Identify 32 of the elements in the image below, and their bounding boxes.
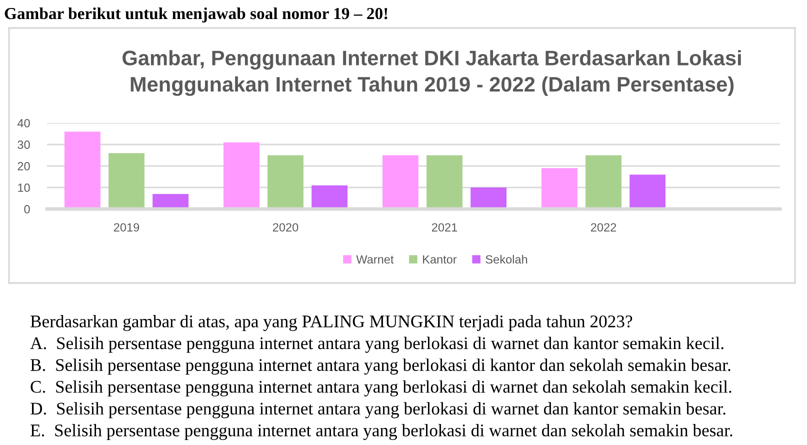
text: D. Selisih persentase pengguna internet antara yang berlokasi di warnet dan kantor semakin besar. [30, 402, 726, 418]
y-tick-label: 20 [18, 162, 30, 170]
bar [64, 132, 100, 209]
y-tick-label: 30 [18, 140, 30, 149]
text: A. Selisih persentase pengguna internet antara yang berlokasi di warnet dan kantor semakin kecil. [30, 336, 724, 353]
legend-label: Sekolah [486, 254, 528, 264]
text: C. Selisih persentase pengguna internet antara yang berlokasi di warnet dan sekolah semakin kecil. [30, 380, 732, 396]
x-tick-label: 2021 [432, 223, 458, 232]
x-tick-label: 2020 [272, 223, 298, 232]
bar [382, 155, 418, 209]
text: B. Selisih persentase pengguna internet antara yang berlokasi di kantor dan sekolah semakin besar. [30, 358, 730, 375]
y-tick-label: 10 [18, 184, 30, 192]
x-tick-label: 2022 [590, 223, 616, 232]
text: E. Selisih persentase pengguna internet antara yang berlokasi di warnet dan sekolah semakin besar. [30, 424, 732, 440]
legend-label: Warnet [356, 255, 394, 264]
bar [586, 155, 622, 209]
bar [152, 194, 189, 209]
text: Gambar berikut untuk menjawab soal nomor 19 – 20! [4, 7, 388, 23]
bar [630, 174, 666, 209]
bar [223, 142, 260, 209]
chart-title: Gambar, Penggunaan Internet DKI Jakarta Berdasarkan Lokasi Menggunakan Internet Tahun 2019 - 2022 (Dalam Persentase) [122, 50, 741, 96]
text: Berdasarkan gambar di atas, apa yang PALING MUNGKIN terjadi pada tahun 2023? [30, 314, 632, 332]
bar [541, 168, 578, 209]
legend-label: Kantor [423, 255, 457, 264]
y-tick-label: 0 [24, 205, 30, 214]
bar [108, 153, 144, 209]
bar [426, 155, 462, 209]
bar [470, 188, 507, 209]
bar [268, 155, 304, 209]
y-tick-label: 40 [17, 119, 30, 128]
bar [312, 185, 348, 209]
x-tick-label: 2019 [114, 223, 140, 232]
